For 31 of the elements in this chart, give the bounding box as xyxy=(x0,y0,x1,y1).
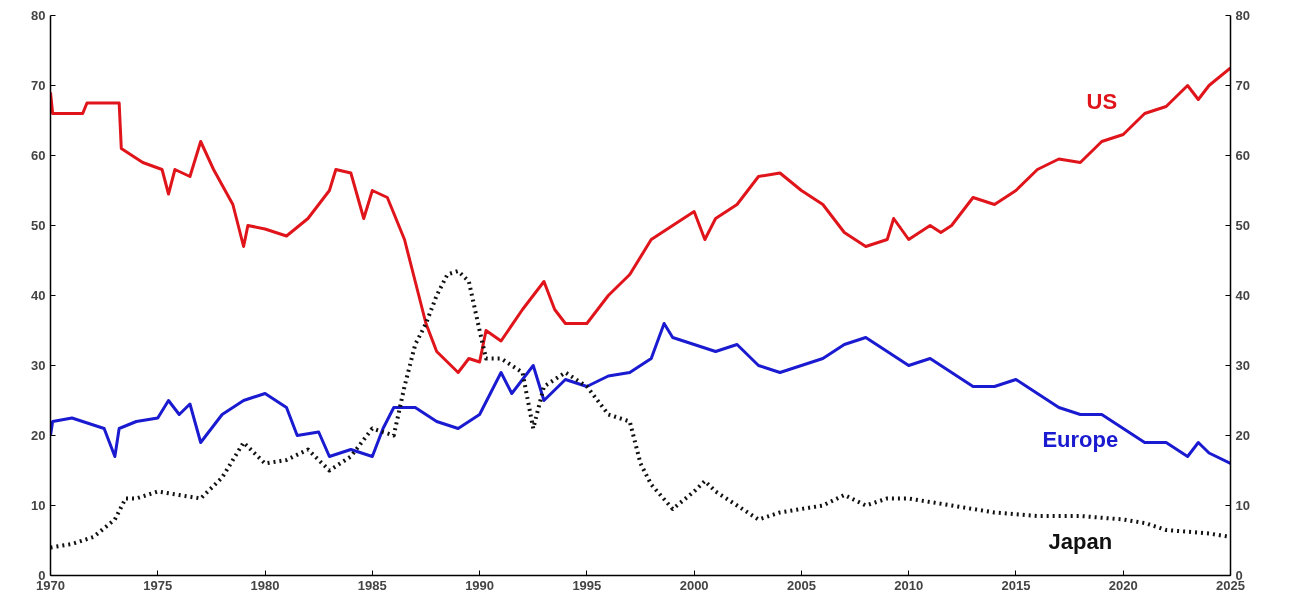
y2-tick-label: 60 xyxy=(1235,148,1250,163)
y2-tick-label: 20 xyxy=(1235,428,1250,443)
y2-tick-label: 10 xyxy=(1235,498,1250,513)
y-tick-label: 20 xyxy=(31,428,46,443)
y-tick-label: 40 xyxy=(31,288,46,303)
series-label: US xyxy=(1086,89,1118,114)
line-series xyxy=(50,322,1231,465)
y-tick-label: 10 xyxy=(31,498,46,513)
x-tick-label: 1985 xyxy=(357,577,387,593)
series-label: Europe xyxy=(1042,427,1119,452)
y2-tick-label: 50 xyxy=(1235,218,1250,233)
y2-tick-label: 30 xyxy=(1235,358,1250,373)
y2-tick-label: 40 xyxy=(1235,288,1250,303)
y-tick-label: 80 xyxy=(31,8,46,23)
y-tick-label: 60 xyxy=(31,148,46,163)
x-tick-label: 1975 xyxy=(143,577,173,593)
x-tick-label: 2020 xyxy=(1108,577,1138,593)
y-tick-label: 30 xyxy=(31,358,46,373)
y-tick-label: 70 xyxy=(31,78,46,93)
x-tick-label: 1980 xyxy=(250,577,280,593)
x-tick-label: 2005 xyxy=(786,577,816,593)
series-label: Japan xyxy=(1048,528,1113,554)
x-tick-label: 2010 xyxy=(894,577,924,593)
y2-tick-label: 70 xyxy=(1235,78,1250,93)
y2-tick-label: 80 xyxy=(1235,8,1250,23)
x-tick-label: 1995 xyxy=(572,577,602,593)
line-series xyxy=(50,66,1231,374)
y-tick-label: 50 xyxy=(31,218,46,233)
x-tick-label: 2000 xyxy=(679,577,709,593)
x-tick-label: 2015 xyxy=(1001,577,1031,593)
x-tick-label: 1990 xyxy=(465,577,495,593)
